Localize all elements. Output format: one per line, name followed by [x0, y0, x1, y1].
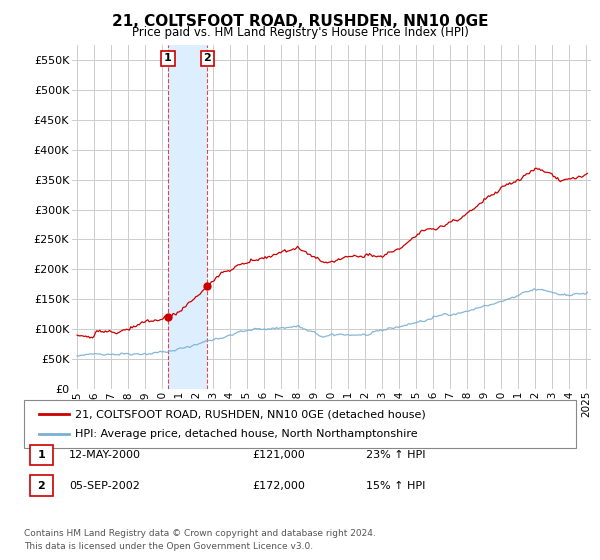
Bar [168, 45, 207, 389]
Text: 05-SEP-2002: 05-SEP-2002 [69, 480, 140, 491]
Text: 1: 1 [38, 450, 45, 460]
Text: 21, COLTSFOOT ROAD, RUSHDEN, NN10 0GE (detached house): 21, COLTSFOOT ROAD, RUSHDEN, NN10 0GE (d… [75, 409, 426, 419]
Text: 12-MAY-2000: 12-MAY-2000 [69, 450, 141, 460]
Text: 21, COLTSFOOT ROAD, RUSHDEN, NN10 0GE: 21, COLTSFOOT ROAD, RUSHDEN, NN10 0GE [112, 14, 488, 29]
Text: 1: 1 [164, 53, 172, 63]
Text: 23% ↑ HPI: 23% ↑ HPI [366, 450, 425, 460]
Text: Price paid vs. HM Land Registry's House Price Index (HPI): Price paid vs. HM Land Registry's House … [131, 26, 469, 39]
Text: HPI: Average price, detached house, North Northamptonshire: HPI: Average price, detached house, Nort… [75, 429, 418, 439]
Text: £172,000: £172,000 [252, 480, 305, 491]
Text: 2: 2 [203, 53, 211, 63]
Text: £121,000: £121,000 [252, 450, 305, 460]
Text: 15% ↑ HPI: 15% ↑ HPI [366, 480, 425, 491]
Text: 2: 2 [38, 480, 45, 491]
Text: Contains HM Land Registry data © Crown copyright and database right 2024.
This d: Contains HM Land Registry data © Crown c… [24, 529, 376, 550]
